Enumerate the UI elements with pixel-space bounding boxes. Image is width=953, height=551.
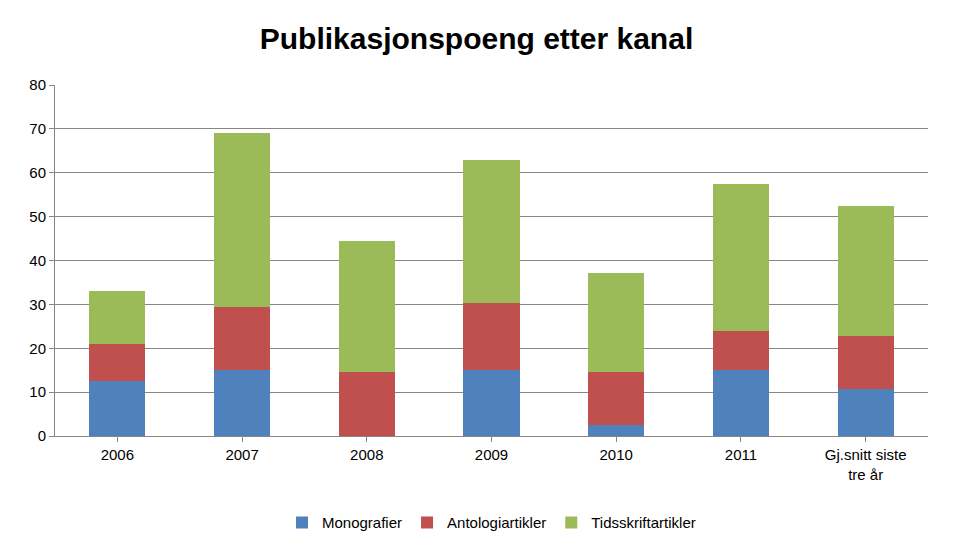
svg-text:0: 0: [38, 427, 46, 444]
svg-text:Antologiartikler: Antologiartikler: [447, 514, 546, 531]
svg-text:2011: 2011: [725, 446, 757, 463]
svg-text:30: 30: [29, 296, 46, 313]
svg-text:2010: 2010: [600, 446, 633, 463]
svg-text:2006: 2006: [101, 446, 134, 463]
svg-text:50: 50: [29, 208, 46, 225]
svg-text:40: 40: [29, 252, 46, 269]
svg-text:2008: 2008: [350, 446, 383, 463]
svg-text:60: 60: [29, 164, 46, 181]
svg-text:10: 10: [29, 383, 46, 400]
svg-text:Gj.snitt sistetre år: Gj.snitt sistetre år: [825, 446, 907, 483]
svg-text:2009: 2009: [475, 446, 508, 463]
svg-text:2007: 2007: [225, 446, 258, 463]
svg-text:70: 70: [29, 120, 46, 137]
svg-text:Tidsskriftartikler: Tidsskriftartikler: [591, 514, 695, 531]
svg-text:20: 20: [29, 340, 46, 357]
svg-text:Publikasjonspoeng etter kanal: Publikasjonspoeng etter kanal: [260, 22, 693, 55]
svg-text:80: 80: [29, 76, 46, 93]
svg-text:Monografier: Monografier: [322, 514, 402, 531]
